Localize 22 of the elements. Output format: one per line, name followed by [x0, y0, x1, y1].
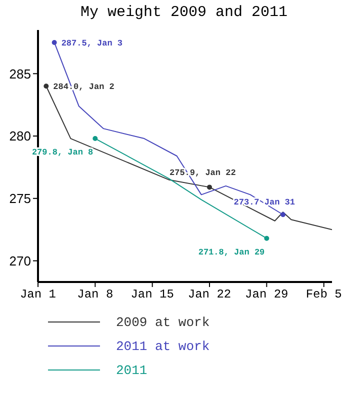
point — [52, 40, 57, 45]
legend-label: 2011 — [116, 362, 148, 378]
point — [44, 84, 49, 89]
point — [92, 136, 98, 142]
y-tick-label: 270 — [9, 253, 31, 268]
legend-label: 2009 at work — [116, 314, 210, 330]
legend-label: 2011 at work — [116, 338, 210, 354]
y-tick-label: 280 — [9, 128, 31, 144]
x-tick-label: Jan 22 — [188, 288, 232, 302]
y-tick-label: 275 — [9, 191, 31, 206]
x-tick-label: Jan 29 — [245, 288, 288, 302]
chart-title: My weight 2009 and 2011 — [79, 4, 289, 23]
y-tick-label: 285 — [9, 66, 31, 82]
annotation: 287.5, Jan 3 — [61, 38, 123, 48]
x-tick-label: Jan 8 — [77, 288, 114, 302]
annotation: 271.8, Jan 29 — [198, 247, 265, 258]
x-tick-label: Jan 15 — [130, 288, 174, 302]
point — [280, 212, 286, 218]
point — [207, 184, 212, 190]
x-tick-label: Feb 5 — [306, 288, 342, 302]
point — [264, 236, 270, 241]
x-tick-label: Jan 1 — [20, 288, 56, 302]
